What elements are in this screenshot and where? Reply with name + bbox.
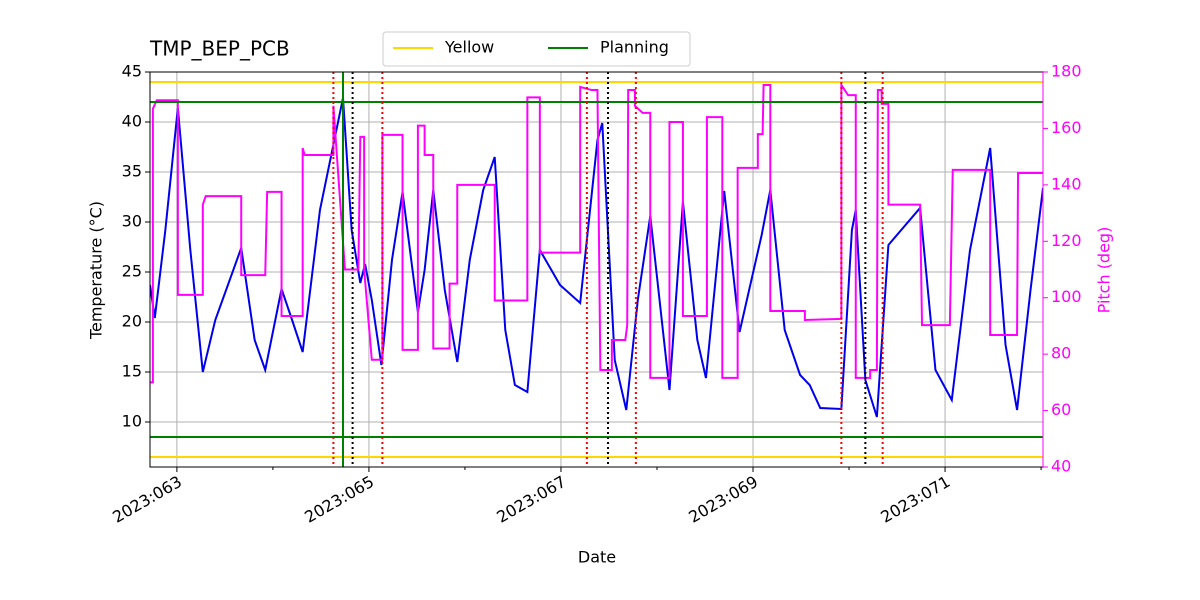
y-tick-label: 45 bbox=[122, 62, 142, 81]
y-axis-label: Temperature (°C) bbox=[87, 201, 106, 340]
y-tick-label: 40 bbox=[122, 112, 142, 131]
y2-tick-label: 140 bbox=[1051, 174, 1082, 193]
y2-tick-label: 100 bbox=[1051, 287, 1082, 306]
legend-label: Planning bbox=[600, 38, 669, 57]
series-line bbox=[150, 81, 1043, 384]
y2-tick-label: 120 bbox=[1051, 231, 1082, 250]
x-tick-label: 2023:067 bbox=[493, 472, 569, 527]
y-tick-label: 30 bbox=[122, 212, 142, 231]
x-tick-label: 2023:071 bbox=[877, 472, 953, 527]
legend-box bbox=[382, 31, 691, 67]
y-tick-label: 25 bbox=[122, 262, 142, 281]
plot-area bbox=[150, 72, 1043, 467]
y2-tick-label: 160 bbox=[1051, 118, 1082, 137]
axes: 2023:063 2023:065 2023:067 2023:069 2023:071… bbox=[109, 31, 1082, 527]
legend-label: Yellow bbox=[444, 38, 494, 57]
chart-title: TMP_BEP_PCB bbox=[149, 37, 290, 61]
y2-axis-label: Pitch (deg) bbox=[1095, 227, 1114, 314]
plot-frame bbox=[149, 71, 1044, 468]
y2-tick-label: 60 bbox=[1051, 400, 1071, 419]
y-tick-label: 10 bbox=[122, 412, 142, 431]
x-axis-label: Date bbox=[578, 548, 616, 567]
y-tick-label: 35 bbox=[122, 162, 142, 181]
y2-tick-label: 80 bbox=[1051, 344, 1071, 363]
y-tick-label: 20 bbox=[122, 312, 142, 331]
x-tick-label: 2023:069 bbox=[685, 472, 761, 527]
x-tick-label: 2023:065 bbox=[301, 472, 377, 527]
x-tick-label: 2023:063 bbox=[109, 472, 185, 527]
y2-tick-label: 180 bbox=[1051, 62, 1082, 81]
y2-tick-label: 40 bbox=[1051, 457, 1071, 476]
grid bbox=[150, 71, 1043, 467]
y-tick-label: 15 bbox=[122, 362, 142, 381]
series-line bbox=[150, 97, 1043, 418]
